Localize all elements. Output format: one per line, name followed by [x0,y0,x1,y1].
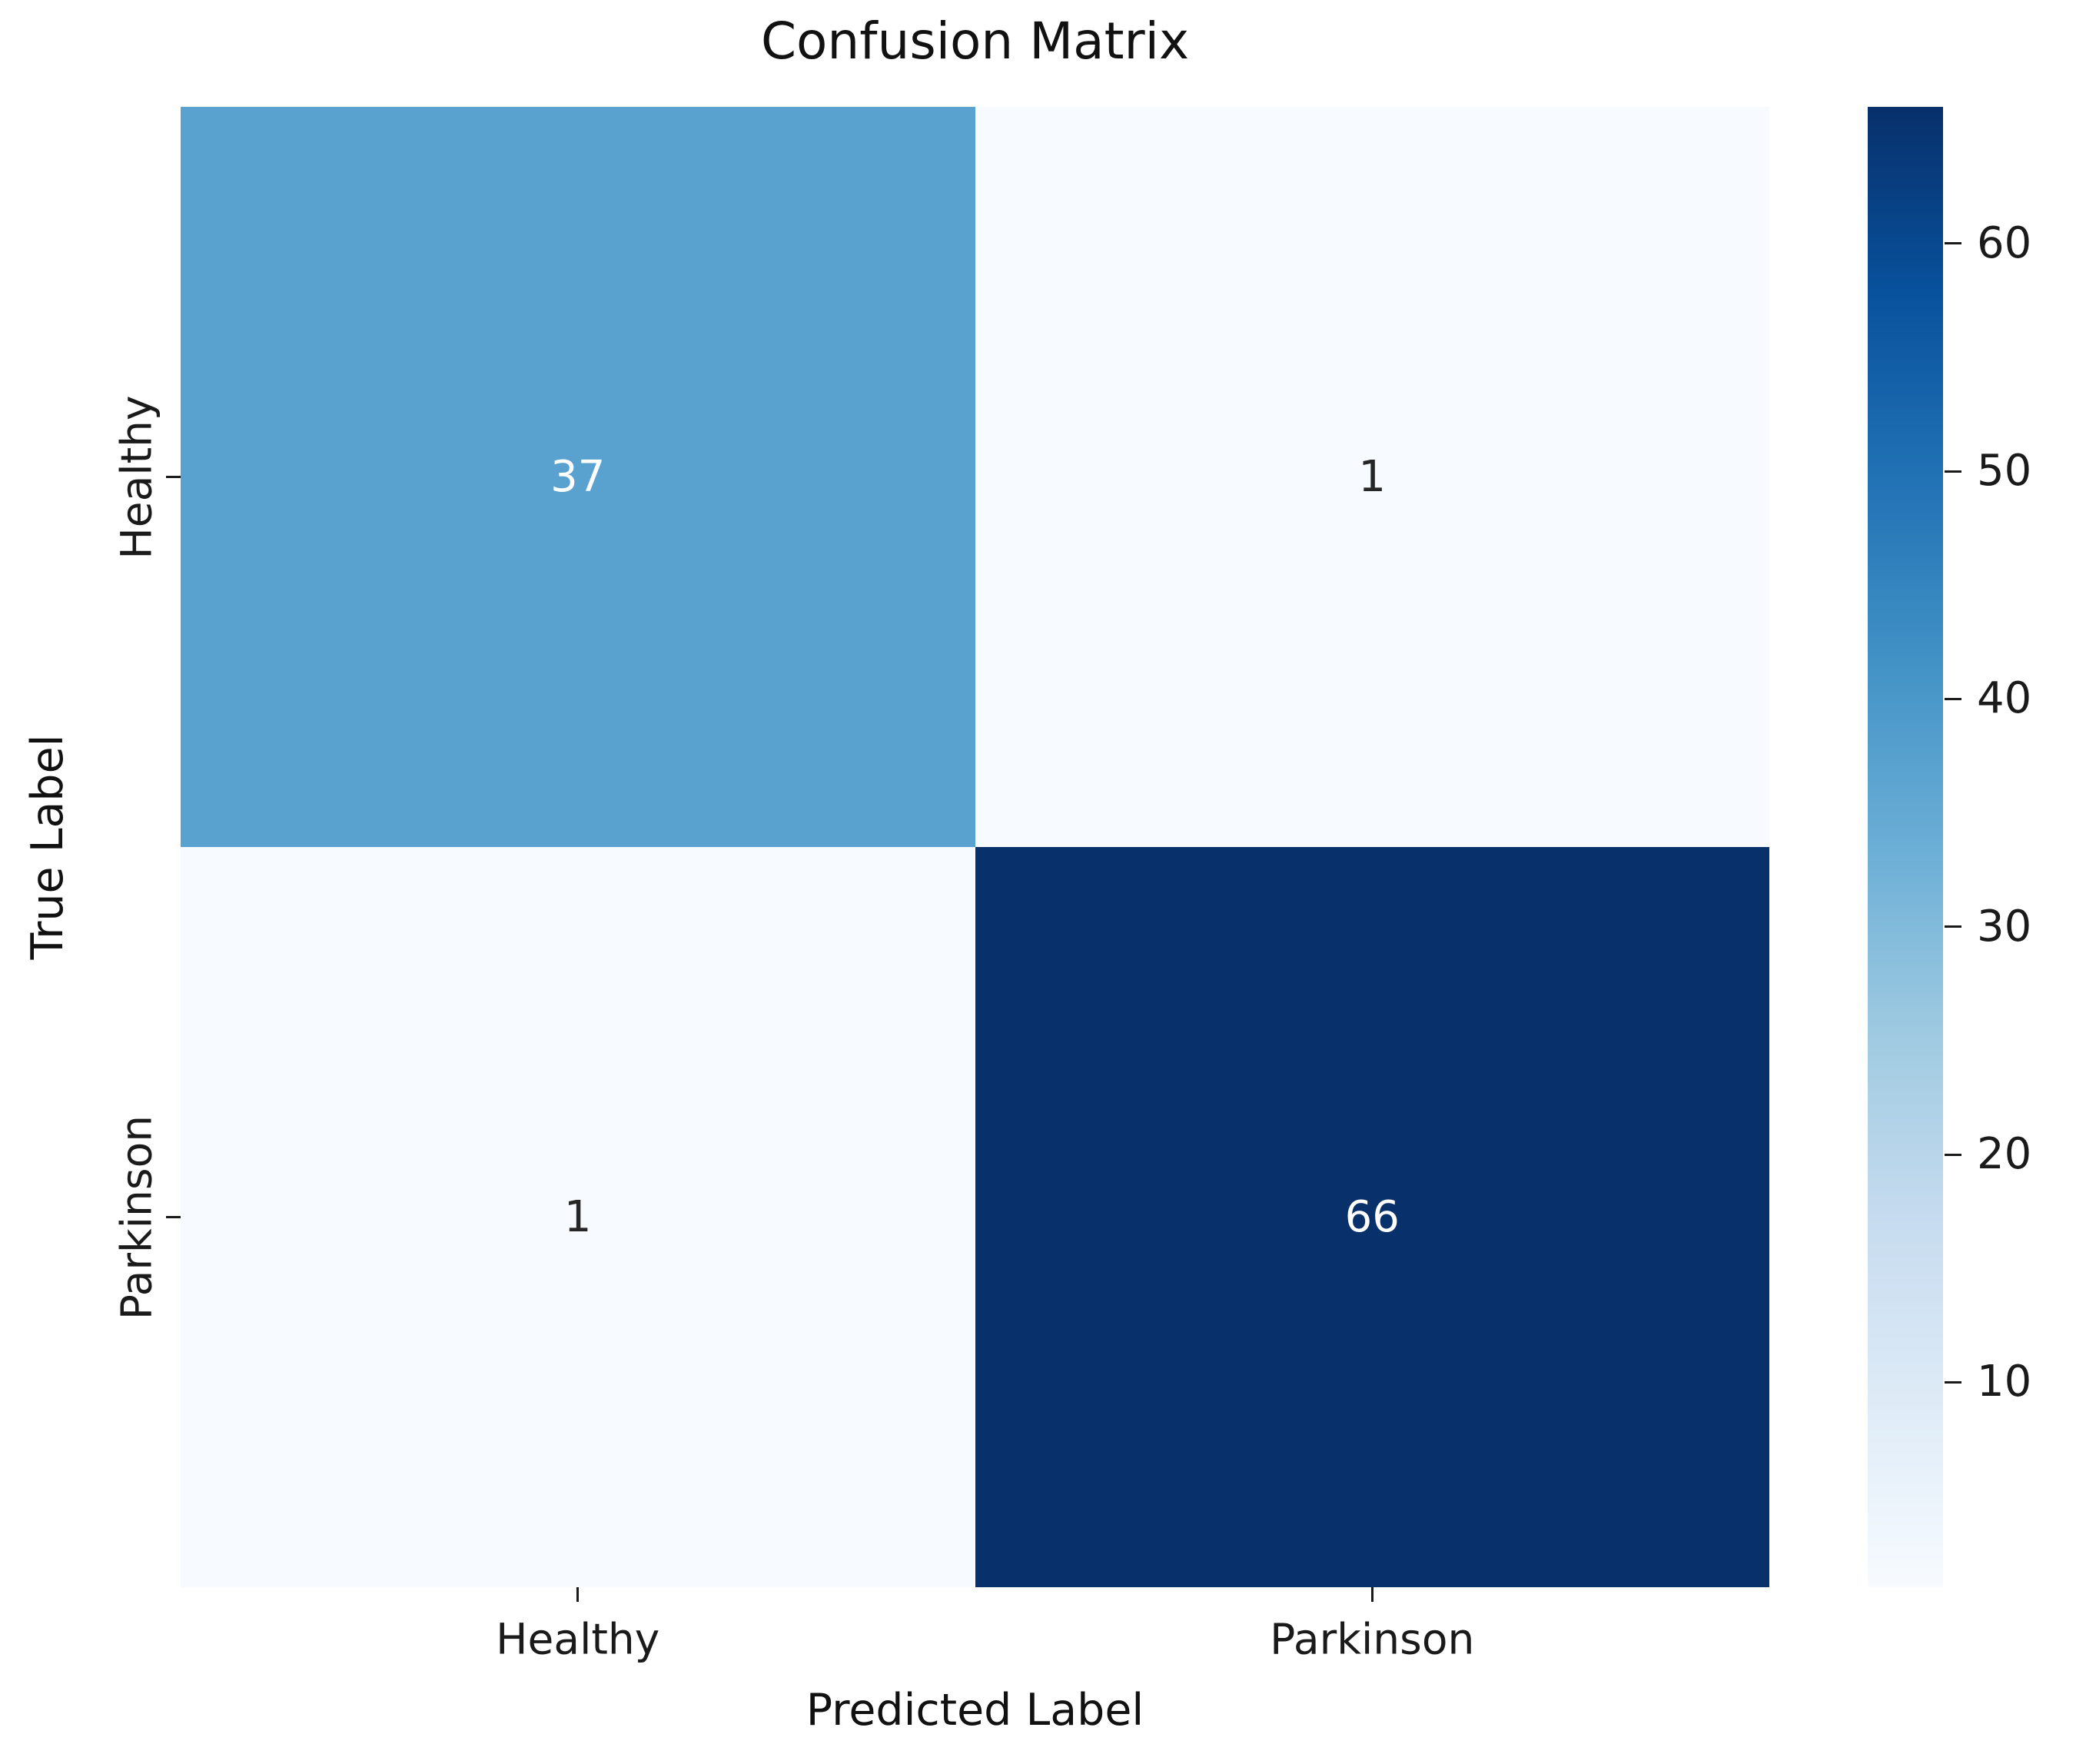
x-tick-mark [1370,1587,1374,1602]
heatmap-grid: 37 1 1 66 [181,107,1769,1587]
chart-title: Confusion Matrix [760,12,1190,71]
colorbar-tick-label-20: 20 [1977,1129,2032,1179]
cell-annotation: 1 [1358,451,1387,502]
colorbar-tick-label-40: 40 [1977,673,2032,724]
colorbar-tick-mark [1945,1153,1961,1156]
x-tick-label-healthy: Healthy [496,1614,660,1664]
y-tick-label-healthy: Healthy [111,394,161,560]
colorbar-tick-mark [1945,470,1961,473]
heatmap-cell-r0c0: 37 [181,107,975,847]
y-tick-label-parkinson: Parkinson [111,1115,161,1320]
y-axis-label: True Label [22,734,73,960]
colorbar-tick-mark [1945,925,1961,929]
heatmap-cell-r1c0: 1 [181,847,975,1587]
x-axis-label: Predicted Label [806,1685,1144,1736]
y-tick-mark [166,476,181,478]
colorbar-tick-label-60: 60 [1977,218,2032,268]
colorbar-tick-label-30: 30 [1977,901,2032,952]
cell-annotation: 37 [550,451,606,502]
colorbar-tick-mark [1945,1380,1961,1384]
cell-annotation: 66 [1344,1191,1400,1242]
y-tick-mark [166,1216,181,1218]
colorbar-tick-label-10: 10 [1977,1357,2032,1407]
x-tick-label-parkinson: Parkinson [1270,1614,1475,1664]
heatmap-cell-r0c1: 1 [975,107,1769,847]
colorbar [1868,107,1943,1587]
colorbar-tick-label-50: 50 [1977,446,2032,497]
heatmap-cell-r1c1: 66 [975,847,1769,1587]
x-tick-mark [576,1587,580,1602]
colorbar-tick-mark [1945,242,1961,245]
colorbar-tick-mark [1945,697,1961,700]
cell-annotation: 1 [563,1191,592,1242]
